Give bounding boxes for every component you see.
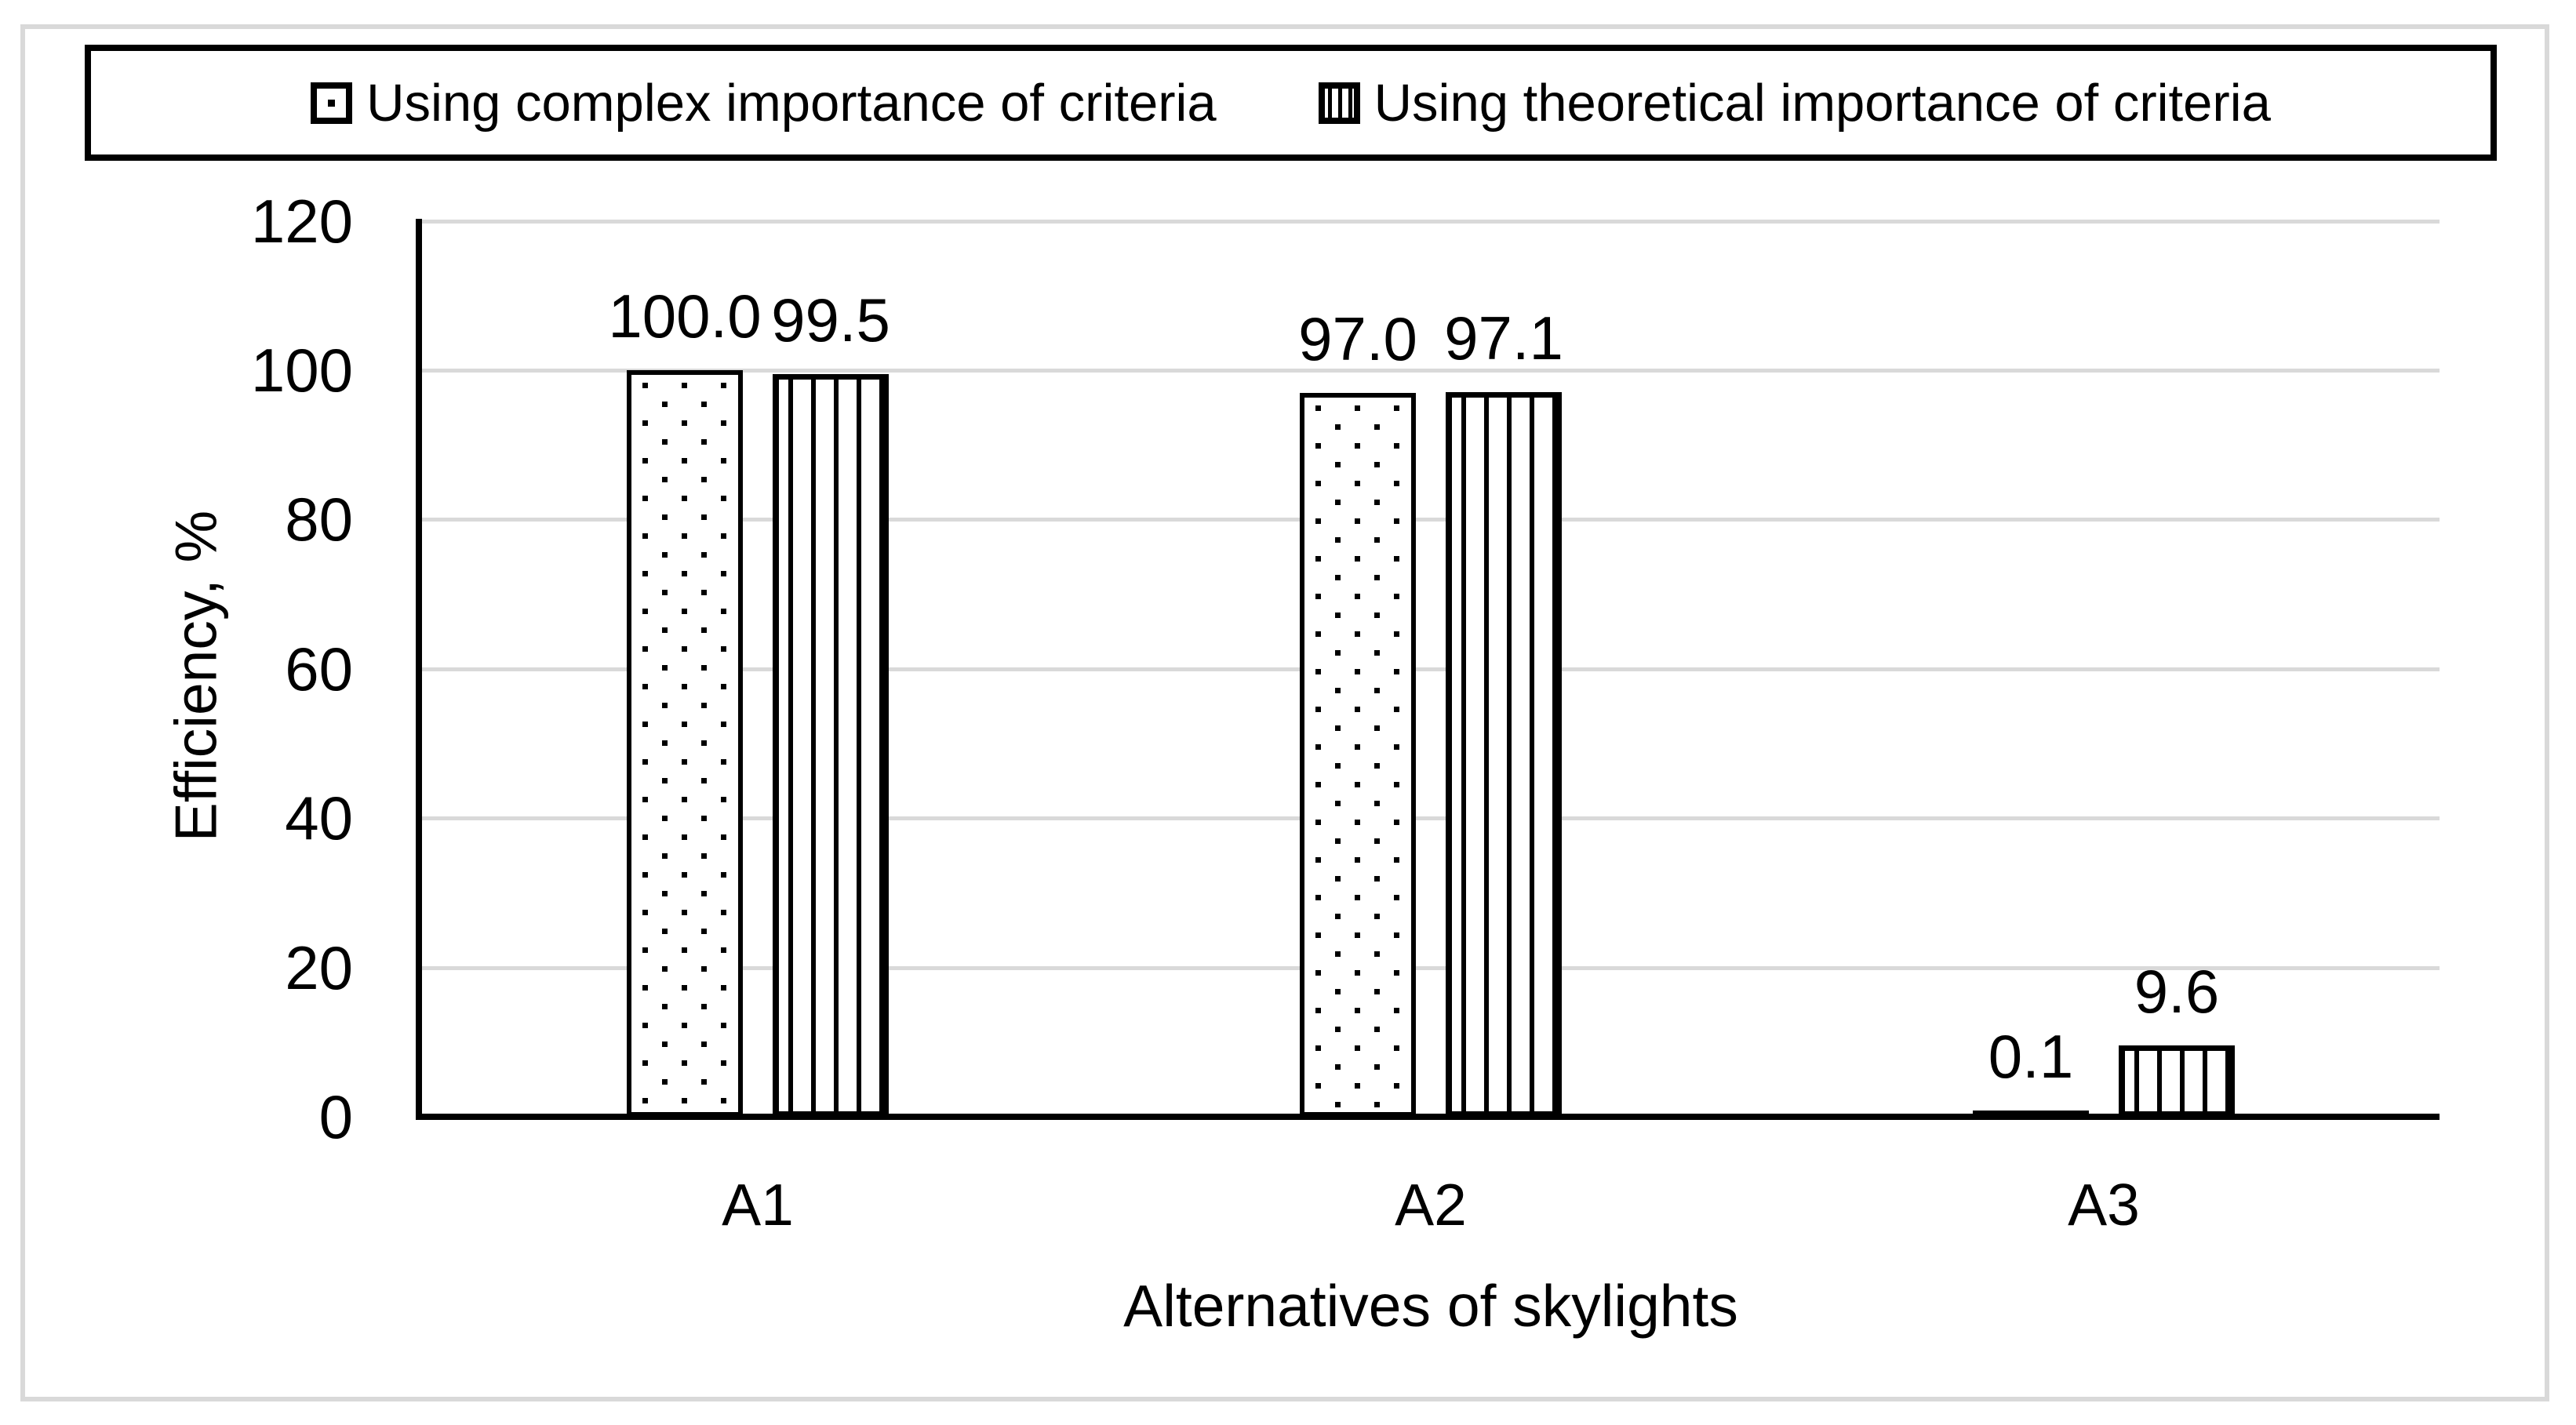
bar-A3-stripes [2119,1045,2235,1117]
data-label: 0.1 [1988,1022,2074,1091]
dotted-pattern-swatch-icon [311,82,353,124]
gridline-40 [422,816,2440,821]
y-tick-label: 20 [285,932,353,1002]
striped-pattern-swatch-icon [1318,82,1360,124]
gridline-60 [422,667,2440,671]
data-label: 9.6 [2134,957,2220,1026]
x-category-label: A1 [722,1172,794,1238]
gridline-100 [422,369,2440,373]
bar-A2-stripes [1446,392,1562,1117]
data-label: 99.5 [771,285,890,354]
gridline-80 [422,518,2440,522]
y-tick-label: 0 [318,1082,353,1151]
chart-outer-frame [20,24,2549,1401]
y-tick-label: 60 [285,634,353,703]
gridline-120 [422,219,2440,224]
bar-A1-stripes [773,374,889,1117]
y-axis-line [416,219,422,1120]
legend-label: Using complex importance of criteria [366,73,1217,133]
y-tick-label: 120 [250,186,353,256]
bar-A1-dots [627,370,743,1117]
data-label: 97.1 [1444,304,1563,373]
legend: Using complex importance of criteria Usi… [85,45,2497,161]
y-tick-label: 80 [285,485,353,554]
y-axis-title: Efficiency, % [162,510,229,842]
x-category-label: A3 [2068,1172,2140,1238]
y-tick-label: 100 [250,336,353,405]
legend-label: Using theoretical importance of criteria [1374,73,2271,133]
x-category-label: A2 [1395,1172,1467,1238]
legend-entry-theoretical: Using theoretical importance of criteria [1318,73,2271,133]
y-tick-label: 40 [285,783,353,853]
legend-entry-complex: Using complex importance of criteria [311,77,1217,129]
gridline-20 [422,965,2440,970]
x-axis-line [416,1114,2440,1120]
data-label: 100.0 [608,282,762,351]
x-axis-title: Alternatives of skylights [1123,1273,1738,1339]
data-label: 97.0 [1298,304,1417,373]
bar-A2-dots [1300,393,1416,1117]
